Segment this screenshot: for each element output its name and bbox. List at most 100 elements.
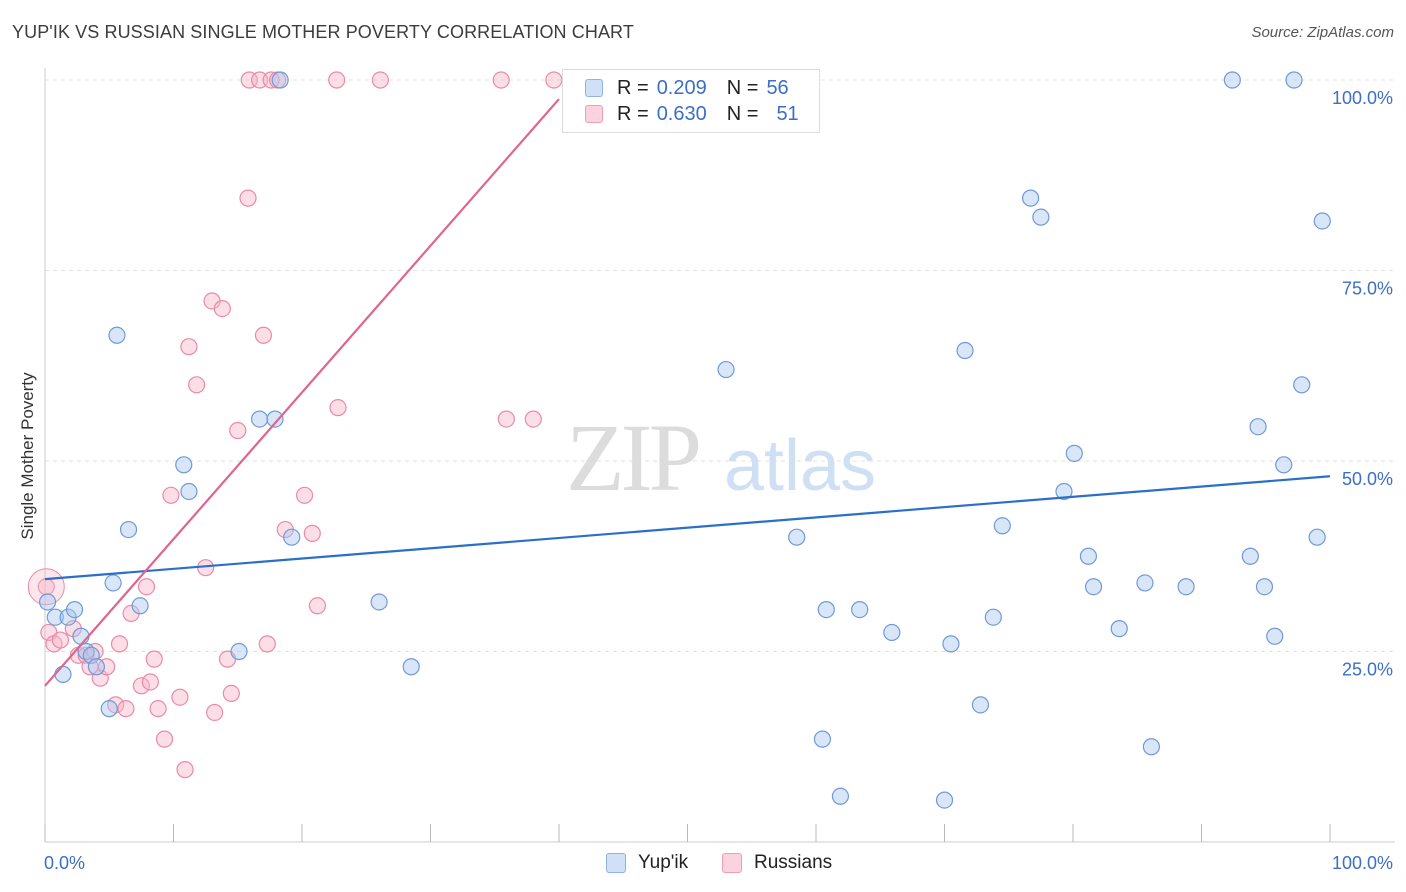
legend-row-yupik: R = 0.209 N = 56 — [585, 75, 789, 101]
legend-row-russians: R = 0.630 N = 51 — [585, 101, 799, 127]
russians-point — [303, 524, 321, 542]
watermark-zip: ZIP — [566, 404, 699, 511]
yupik-point — [831, 787, 850, 805]
yupik-point — [46, 608, 64, 626]
russians-point — [51, 631, 70, 649]
yupik-point — [1055, 482, 1073, 501]
russians-point — [497, 410, 515, 428]
yupik-point — [935, 791, 954, 809]
x-tick-label: 100.0% — [1332, 853, 1393, 873]
y-tick-label: 50.0% — [1342, 469, 1393, 489]
y-tick-label: 100.0% — [1332, 88, 1393, 108]
yupik-point — [271, 71, 289, 89]
chart-title: YUP'IK VS RUSSIAN SINGLE MOTHER POVERTY … — [12, 22, 634, 42]
yupik-trendline — [44, 475, 1331, 581]
russians-point — [222, 684, 240, 703]
yupik-point — [38, 593, 57, 611]
yupik-point — [788, 528, 806, 546]
watermark-atlas: atlas — [724, 426, 876, 506]
trendlines — [44, 98, 1331, 687]
y-tick-label: 25.0% — [1342, 660, 1393, 680]
yupik-point — [1065, 444, 1083, 462]
yupik-point — [65, 600, 84, 619]
yupik-point — [250, 410, 269, 428]
russians-point — [117, 700, 135, 718]
russians-point — [492, 71, 510, 89]
yupik-point — [72, 627, 90, 645]
yupik-point — [1241, 547, 1259, 565]
yupik-point — [175, 456, 193, 474]
russians-point — [145, 650, 163, 668]
yupik-point — [1032, 208, 1050, 226]
russians-point — [149, 700, 167, 718]
russians-point — [213, 300, 231, 318]
yupik-point — [1275, 456, 1293, 474]
yupik-point — [87, 658, 106, 676]
russians-point — [254, 326, 273, 344]
yupik-point — [1223, 71, 1241, 89]
legend-r-value: 0.630 — [656, 102, 707, 125]
yupik-point — [956, 341, 974, 360]
yupik-point — [1079, 547, 1098, 565]
yupik-point — [1249, 418, 1267, 436]
yupik-points — [38, 71, 1331, 809]
axes — [44, 68, 1395, 843]
chart-source: Source: ZipAtlas.com — [1251, 24, 1394, 41]
legend-n-label: N = — [726, 102, 759, 125]
legend-item-yupik[interactable]: Yup'ik — [606, 852, 688, 874]
legend-swatch-russians — [722, 853, 742, 873]
yupik-point — [1285, 71, 1303, 89]
yupik-point — [1177, 578, 1195, 596]
russians-point — [524, 410, 542, 428]
russians-point — [162, 486, 180, 504]
legend-item-russians[interactable]: Russians — [722, 852, 832, 874]
legend-swatch-russians — [585, 105, 603, 123]
legend-r-value: 0.209 — [656, 76, 707, 99]
yupik-point — [942, 635, 960, 653]
yupik-point — [1308, 528, 1326, 546]
yupik-point — [813, 730, 832, 748]
yupik-point — [1110, 620, 1128, 638]
legend-r-label: R = — [617, 76, 649, 99]
y-tick-label: 75.0% — [1342, 279, 1393, 299]
legend-label-russians: Russians — [754, 852, 833, 873]
russians-point — [262, 71, 280, 89]
yupik-point — [1136, 574, 1154, 592]
yupik-point — [993, 517, 1011, 535]
russians-point — [239, 189, 257, 207]
yupik-point — [1142, 738, 1160, 756]
y-axis-label: Single Mother Poverty — [18, 372, 37, 540]
russians-point — [180, 338, 198, 356]
yupik-point — [1084, 578, 1103, 596]
yupik-point — [1266, 627, 1284, 645]
legend-n-label: N = — [726, 76, 759, 99]
yupik-point — [402, 658, 420, 676]
legend-label-yupik: Yup'ik — [638, 852, 689, 873]
yupik-point — [54, 665, 72, 683]
yupik-point — [108, 326, 126, 344]
yupik-point — [266, 410, 284, 428]
yupik-point — [984, 608, 1002, 626]
legend-swatch-yupik — [585, 79, 603, 97]
correlation-legend: R = 0.209 N = 56 R = 0.630 N = 51 — [562, 69, 820, 133]
russians-point — [137, 578, 156, 596]
russians-point — [308, 597, 327, 615]
yupik-point — [971, 696, 990, 714]
yupik-point — [230, 642, 248, 661]
yupik-point — [283, 528, 301, 546]
russians-point — [206, 703, 224, 722]
russians-point — [328, 71, 346, 89]
yupik-point — [1293, 376, 1311, 394]
yupik-point — [131, 597, 149, 615]
yupik-point — [717, 360, 735, 379]
legend-n-value: 56 — [766, 76, 789, 99]
russians-point — [155, 730, 174, 748]
russians-point — [229, 421, 247, 440]
yupik-point — [883, 623, 901, 642]
yupik-point — [1313, 212, 1331, 230]
yupik-point — [1021, 189, 1040, 207]
russians-point — [545, 71, 563, 89]
yupik-point — [851, 600, 869, 619]
yupik-point — [100, 700, 118, 718]
